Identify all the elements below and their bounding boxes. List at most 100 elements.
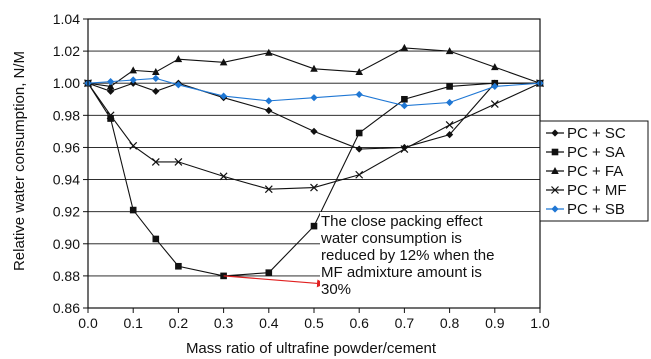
- y-tick-label: 0.96: [53, 139, 80, 155]
- data-point: [551, 205, 559, 213]
- x-tick-label: 1.0: [530, 315, 550, 331]
- legend-item-pc-fa: PC + FA: [546, 163, 623, 180]
- data-point: [400, 143, 408, 152]
- data-point: [551, 167, 559, 174]
- legend: PC + SC PC + SA PC + FA PC + MF PC + SB: [539, 120, 649, 222]
- data-point: [265, 48, 273, 56]
- annotation-background: [320, 212, 541, 305]
- data-point: [106, 111, 115, 120]
- data-point: [551, 148, 559, 156]
- y-tick-label: 0.86: [53, 300, 80, 316]
- annotation-line: water consumption is: [320, 230, 462, 247]
- data-point: [129, 141, 138, 150]
- data-point: [446, 83, 453, 90]
- data-point: [152, 67, 160, 75]
- data-point: [152, 87, 160, 95]
- legend-label: PC + SA: [567, 144, 625, 161]
- y-tick-label: 1.02: [53, 43, 80, 59]
- legend-label: PC + SB: [567, 201, 625, 218]
- data-point: [310, 127, 318, 135]
- x-tick-label: 0.3: [214, 315, 234, 331]
- legend-item-pc-sa: PC + SA: [546, 144, 625, 161]
- data-point: [355, 129, 363, 137]
- data-point: [152, 74, 160, 83]
- data-point: [491, 63, 499, 71]
- x-tick-label: 0.7: [395, 315, 415, 331]
- data-point: [355, 170, 364, 179]
- y-tick-label: 0.88: [53, 268, 80, 284]
- data-point: [129, 76, 137, 84]
- series-pc-sb: [84, 74, 544, 110]
- data-point: [106, 82, 115, 90]
- data-point: [446, 98, 454, 107]
- x-tick-labels: 0.0 0.1 0.2 0.3 0.4 0.5 0.6 0.7 0.8 0.9 1.0: [78, 308, 550, 331]
- y-tick-label: 0.90: [53, 236, 80, 252]
- y-tick-label: 0.94: [53, 172, 80, 188]
- annotation-line: reduced by 12% when the: [321, 247, 494, 264]
- annotation-line: The close packing effect: [321, 213, 483, 230]
- y-tick-labels: 0.86 0.88 0.90 0.92 0.94 0.96 0.98 1.00 1.02 1.04: [53, 11, 88, 316]
- data-point: [152, 235, 160, 243]
- x-tick-label: 0.6: [349, 315, 369, 331]
- data-point: [129, 206, 137, 214]
- data-point: [445, 47, 454, 55]
- legend-item-pc-sc: PC + SC: [546, 125, 626, 142]
- data-point: [220, 92, 228, 100]
- x-tick-label: 0.9: [485, 315, 505, 331]
- y-axis-title: Relative water consumption, N/M: [11, 51, 28, 271]
- x-tick-label: 0.8: [440, 315, 460, 331]
- data-point: [400, 102, 408, 110]
- annotation-line: MF admixture amount is: [321, 264, 482, 281]
- annotation-line: 30%: [321, 281, 351, 298]
- data-point: [491, 82, 499, 91]
- series-pc-fa: [84, 43, 544, 90]
- data-point: [264, 185, 273, 194]
- x-tick-label: 0.0: [78, 315, 98, 331]
- data-point: [400, 145, 409, 153]
- data-point: [265, 269, 273, 276]
- y-tick-label: 0.98: [53, 107, 80, 123]
- data-point: [551, 129, 559, 137]
- data-point: [445, 121, 454, 129]
- y-tick-label: 1.04: [53, 11, 80, 27]
- data-point: [219, 58, 228, 66]
- data-point: [174, 55, 183, 63]
- legend-label: PC + SC: [567, 125, 626, 142]
- data-point: [355, 90, 363, 99]
- legend-item-pc-sb: PC + SB: [546, 201, 625, 218]
- data-point: [151, 157, 160, 166]
- data-point: [490, 100, 499, 109]
- data-point: [355, 67, 363, 75]
- data-point: [107, 78, 115, 86]
- data-point: [175, 262, 182, 270]
- y-axis-title-group: Relative water consumption, N/M: [11, 51, 28, 271]
- data-point: [401, 95, 408, 103]
- data-point: [310, 183, 318, 192]
- annotation-arrow: [223, 275, 325, 288]
- data-point: [107, 115, 114, 122]
- legend-label: PC + MF: [567, 182, 627, 199]
- data-point: [174, 157, 183, 166]
- data-point: [174, 81, 182, 89]
- x-tick-label: 0.1: [123, 315, 143, 331]
- data-point: [310, 94, 318, 102]
- y-tick-label: 0.92: [53, 204, 80, 220]
- series-group: [84, 43, 544, 280]
- data-point: [265, 106, 273, 115]
- y-tick-label: 1.00: [53, 75, 80, 91]
- legend-label: PC + FA: [567, 163, 623, 180]
- data-point: [446, 131, 454, 139]
- data-point: [400, 43, 409, 51]
- x-tick-label: 0.2: [169, 315, 189, 331]
- data-point: [310, 222, 318, 230]
- data-point: [129, 66, 137, 74]
- legend-item-pc-mf: PC + MF: [546, 182, 627, 199]
- data-point: [265, 97, 273, 105]
- x-tick-label: 0.5: [304, 315, 324, 331]
- data-point: [107, 87, 115, 95]
- data-point: [310, 64, 318, 72]
- x-tick-label: 0.4: [259, 315, 279, 331]
- data-point: [355, 145, 363, 153]
